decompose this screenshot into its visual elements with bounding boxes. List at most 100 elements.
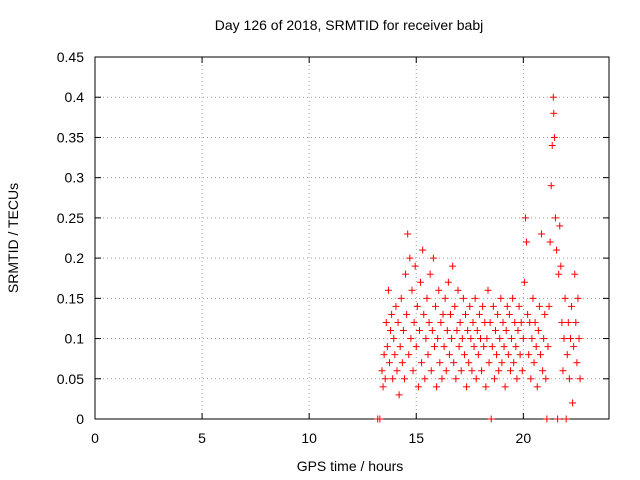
data-point	[393, 367, 401, 375]
data-point	[547, 182, 555, 190]
data-point	[382, 318, 390, 326]
data-point	[471, 294, 479, 302]
y-tick-label: 0.3	[65, 170, 85, 186]
data-point	[403, 310, 411, 318]
data-point	[531, 318, 539, 326]
data-point	[541, 310, 549, 318]
data-point	[424, 351, 432, 359]
data-point	[381, 375, 389, 383]
data-point	[408, 286, 416, 294]
data-point	[482, 383, 490, 391]
data-point	[565, 375, 573, 383]
data-point	[527, 375, 535, 383]
axis-ticks: 0 5 10 15 20 0 0.05 0.1 0.15 0.2 0.25 0.3 0.35 0.4 0.4…	[57, 49, 609, 446]
y-tick-label: 0.45	[57, 49, 84, 65]
data-point	[385, 359, 393, 367]
data-point	[472, 375, 480, 383]
data-point	[515, 302, 523, 310]
data-point	[447, 310, 455, 318]
data-point	[550, 109, 558, 117]
data-point	[538, 230, 546, 238]
data-point	[457, 367, 465, 375]
x-axis-title: GPS time / hours	[297, 458, 404, 474]
x-tick-label: 20	[516, 430, 532, 446]
data-point	[528, 335, 536, 343]
y-tick-label: 0.4	[65, 89, 85, 105]
data-point	[558, 318, 566, 326]
data-point	[469, 318, 477, 326]
x-tick-label: 5	[198, 430, 206, 446]
data-point	[463, 383, 471, 391]
data-point	[562, 415, 570, 423]
data-point	[465, 359, 473, 367]
data-point	[415, 327, 423, 335]
data-point	[379, 383, 387, 391]
data-point	[513, 375, 521, 383]
data-point	[573, 359, 581, 367]
data-point	[409, 367, 417, 375]
data-point	[484, 286, 492, 294]
data-point	[419, 246, 427, 254]
data-point	[501, 383, 509, 391]
data-point	[436, 359, 444, 367]
data-point	[418, 359, 426, 367]
data-point	[479, 302, 487, 310]
data-point	[509, 294, 517, 302]
y-tick-label: 0.05	[57, 371, 84, 387]
data-point	[442, 367, 450, 375]
data-point	[412, 343, 420, 351]
data-point	[388, 310, 396, 318]
data-point	[438, 375, 446, 383]
data-point	[456, 318, 464, 326]
data-point	[378, 367, 386, 375]
data-point	[434, 335, 442, 343]
data-point	[517, 318, 525, 326]
data-points	[374, 93, 584, 423]
data-point	[404, 230, 412, 238]
data-point	[502, 327, 510, 335]
data-point	[406, 254, 414, 262]
y-tick-label: 0.1	[65, 331, 85, 347]
data-point	[532, 343, 540, 351]
data-point	[397, 294, 405, 302]
data-point	[395, 391, 403, 399]
data-point	[539, 367, 547, 375]
data-point	[529, 294, 537, 302]
y-tick-label: 0.35	[57, 129, 84, 145]
data-point	[427, 367, 435, 375]
x-tick-label: 15	[408, 430, 424, 446]
data-point	[411, 262, 419, 270]
data-point	[389, 375, 397, 383]
data-point	[387, 327, 395, 335]
data-point	[394, 318, 402, 326]
data-point	[421, 375, 429, 383]
data-point	[568, 302, 576, 310]
data-point	[572, 318, 580, 326]
data-point	[474, 351, 482, 359]
data-point	[575, 335, 583, 343]
data-point	[487, 415, 495, 423]
data-point	[511, 318, 519, 326]
data-point	[483, 335, 491, 343]
data-point	[433, 383, 441, 391]
data-point	[428, 327, 436, 335]
data-point	[491, 327, 499, 335]
data-point	[448, 335, 456, 343]
data-point	[407, 335, 415, 343]
data-point	[516, 351, 524, 359]
data-point	[470, 343, 478, 351]
data-point	[398, 359, 406, 367]
data-point	[498, 359, 506, 367]
data-point	[524, 310, 532, 318]
data-point	[561, 294, 569, 302]
data-point	[475, 310, 483, 318]
data-point	[559, 367, 567, 375]
data-point	[550, 133, 558, 141]
chart-title: Day 126 of 2018, SRMTID for receiver bab…	[215, 17, 483, 33]
data-point	[478, 367, 486, 375]
data-point	[468, 367, 476, 375]
x-tick-label: 0	[91, 430, 99, 446]
data-point	[493, 351, 501, 359]
data-point	[546, 238, 554, 246]
